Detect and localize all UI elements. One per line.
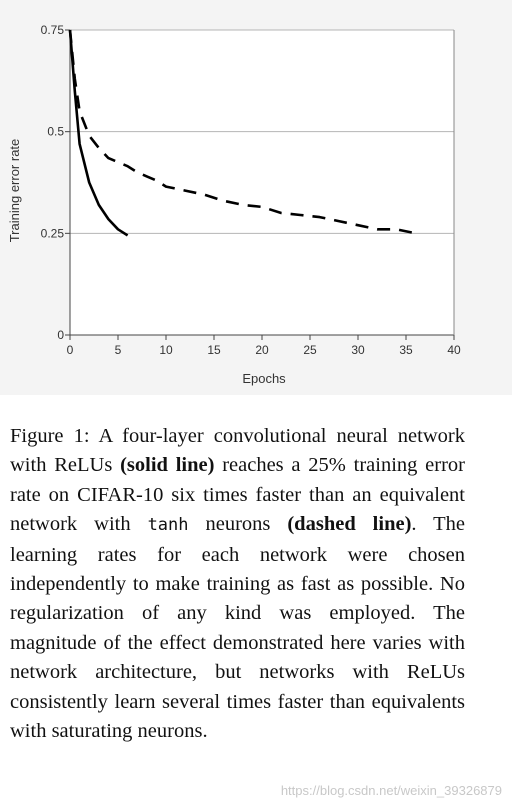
x-tick-label: 35 xyxy=(399,343,413,357)
x-tick-label: 0 xyxy=(67,343,74,357)
y-tick-label: 0 xyxy=(57,328,64,342)
caption-bold-dashed: (dashed line) xyxy=(287,513,412,536)
plot-background xyxy=(70,30,454,335)
x-tick-label: 5 xyxy=(115,343,122,357)
x-tick-label: 15 xyxy=(207,343,221,357)
y-tick-label: 0.25 xyxy=(41,226,65,240)
caption-text-4: . The learning rates for each network we… xyxy=(10,513,465,743)
caption-text-3: neurons xyxy=(188,513,288,536)
x-tick-label: 20 xyxy=(255,343,269,357)
caption-bold-solid: (solid line) xyxy=(120,454,215,477)
x-axis-title: Epochs xyxy=(242,371,286,386)
x-tick-label: 40 xyxy=(447,343,461,357)
chart-svg: 0 0.25 0.5 0.75 0 5 10 15 20 25 30 35 40 Epochs Traini… xyxy=(7,23,461,386)
caption-text-1: Figure 1: A four-layer convolutional neu… xyxy=(10,425,465,477)
y-tick-label: 0.75 xyxy=(41,23,65,37)
x-tick-label: 30 xyxy=(351,343,365,357)
y-tick-label: 0.5 xyxy=(47,125,64,139)
caption-text-2: reaches a 25% training error rate on CIF… xyxy=(10,454,465,536)
figure-caption: Figure 1: A four-layer convolutional neu… xyxy=(10,422,465,746)
x-tick-label: 25 xyxy=(303,343,317,357)
series-dashed-line xyxy=(68,29,416,235)
y-axis-title: Training error rate xyxy=(7,139,22,243)
series-solid-line xyxy=(68,29,129,237)
watermark: https://blog.csdn.net/weixin_39326879 xyxy=(280,783,502,798)
x-tick-label: 10 xyxy=(159,343,173,357)
caption-tanh: tanh xyxy=(147,515,189,536)
chart-area: 0 0.25 0.5 0.75 0 5 10 15 20 25 30 35 40 Epochs Traini… xyxy=(0,0,512,395)
